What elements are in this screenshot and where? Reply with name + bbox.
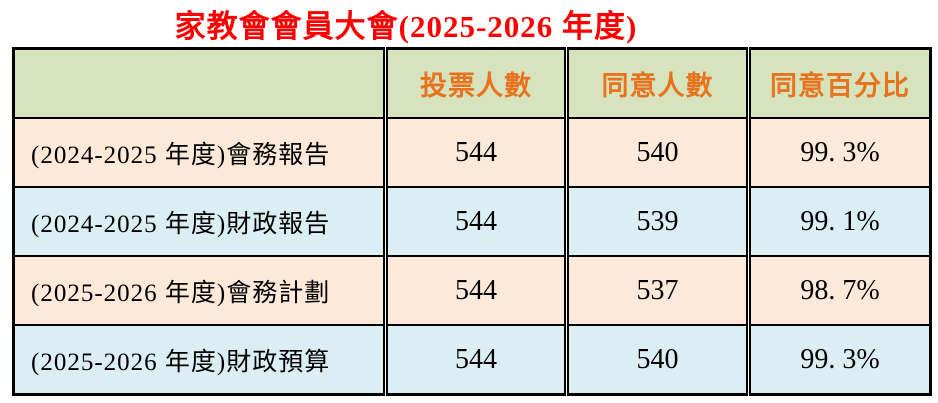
page-title: 家教會會員大會(2025-2026 年度) [174,9,638,44]
percent-value: 99. 3% [746,117,931,187]
percent-value: 99. 1% [746,186,931,256]
table-row: (2025-2026 年度)財政預算 544 540 99. 3% [13,324,931,395]
agree-value: 540 [564,117,749,187]
row-label: (2024-2025 年度)會務報告 [13,117,386,187]
votes-value: 544 [383,324,567,395]
voting-results-table: 投票人數 同意人數 同意百分比 (2024-2025 年度)會務報告 544 5… [12,47,932,396]
votes-value: 544 [383,117,567,187]
header-agree: 同意人數 [564,48,749,118]
row-label: (2024-2025 年度)財政報告 [13,186,386,256]
agree-value: 540 [564,324,749,395]
header-percent: 同意百分比 [746,48,931,118]
table-row: (2024-2025 年度)會務報告 544 540 99. 3% [13,117,931,187]
table-row: (2024-2025 年度)財政報告 544 539 99. 1% [13,186,931,256]
percent-value: 98. 7% [746,255,931,325]
votes-value: 544 [383,186,567,256]
agree-value: 537 [564,255,749,325]
header-empty-cell [13,48,386,118]
row-label: (2025-2026 年度)財政預算 [13,324,386,395]
agree-value: 539 [564,186,749,256]
percent-value: 99. 3% [746,324,931,395]
header-row: 投票人數 同意人數 同意百分比 [13,48,931,118]
row-label: (2025-2026 年度)會務計劃 [13,255,386,325]
votes-value: 544 [383,255,567,325]
header-votes: 投票人數 [383,48,567,118]
table-row: (2025-2026 年度)會務計劃 544 537 98. 7% [13,255,931,325]
